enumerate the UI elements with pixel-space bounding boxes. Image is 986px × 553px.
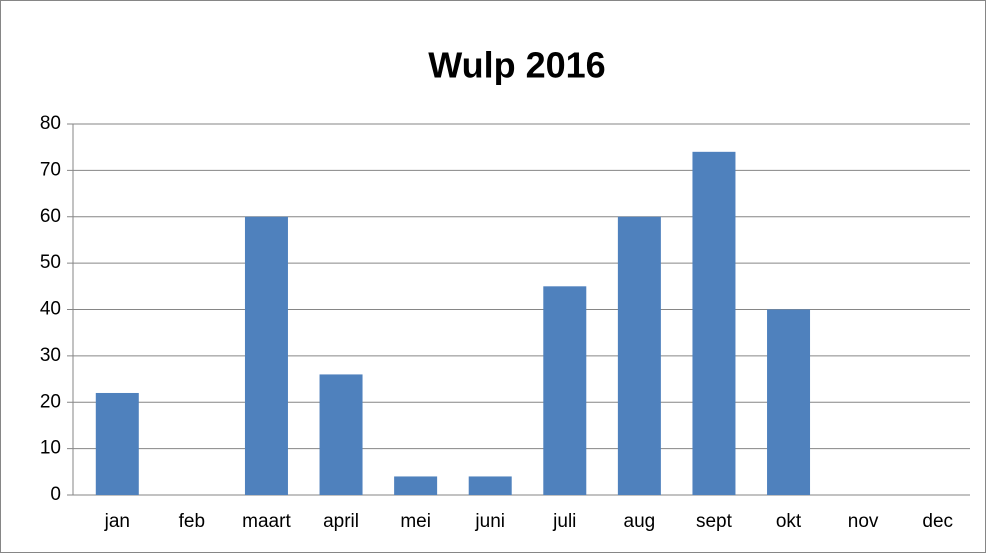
- bar: [767, 309, 811, 495]
- x-tick-label: okt: [776, 511, 802, 532]
- bar: [543, 286, 587, 495]
- bar: [244, 216, 288, 495]
- bar: [394, 476, 438, 495]
- y-tick-label: 60: [40, 206, 61, 227]
- x-tick-label: april: [323, 511, 359, 532]
- x-tick-label: sept: [696, 511, 733, 532]
- x-tick-label: nov: [848, 511, 879, 532]
- x-tick-label: feb: [179, 511, 205, 532]
- y-tick-label: 10: [40, 438, 61, 459]
- x-tick-label: dec: [922, 511, 953, 532]
- x-tick-label: juli: [552, 511, 576, 532]
- x-tick-label: juni: [474, 511, 505, 532]
- y-tick-label: 70: [40, 159, 61, 180]
- y-tick-label: 20: [40, 391, 61, 412]
- bar: [692, 151, 736, 495]
- x-tick-label: maart: [242, 511, 291, 532]
- x-tick-label: mei: [400, 511, 431, 532]
- x-tick-label: aug: [624, 511, 656, 532]
- x-tick-label: jan: [104, 511, 130, 532]
- bar: [95, 392, 139, 495]
- y-tick-label: 30: [40, 345, 61, 366]
- y-tick-label: 50: [40, 252, 61, 273]
- bar: [617, 216, 661, 495]
- y-tick-label: 0: [50, 484, 61, 505]
- y-tick-label: 40: [40, 299, 61, 320]
- chart-title: Wulp 2016: [428, 45, 605, 86]
- y-tick-label: 80: [40, 113, 61, 134]
- bar: [319, 374, 363, 495]
- bar: [468, 476, 512, 495]
